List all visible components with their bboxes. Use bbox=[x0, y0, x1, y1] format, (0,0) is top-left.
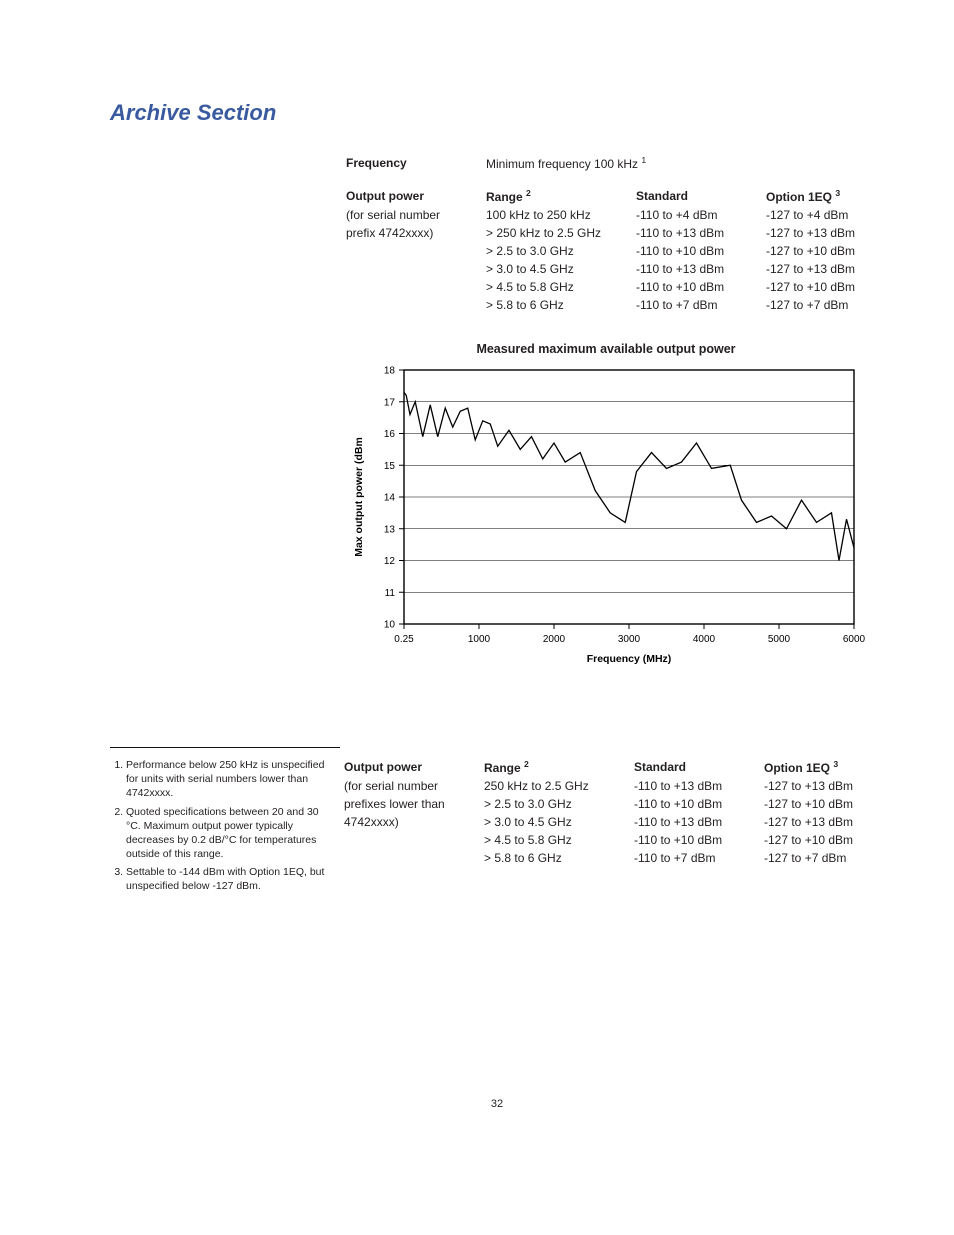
range-heading-2: Range 2 bbox=[484, 758, 634, 777]
table-cell: -127 to +7 dBm bbox=[766, 296, 886, 314]
table-cell: > 2.5 to 3.0 GHz bbox=[486, 242, 636, 260]
table1-sublabel1: (for serial number bbox=[346, 206, 486, 224]
table-cell: -127 to +13 dBm bbox=[764, 813, 884, 831]
table-cell: -127 to +10 dBm bbox=[766, 242, 886, 260]
output-power-label-2: Output power bbox=[344, 758, 484, 777]
table2-sublabel3: 4742xxxx) bbox=[344, 813, 484, 831]
standard-heading-2: Standard bbox=[634, 758, 764, 777]
table-cell: -127 to +10 dBm bbox=[764, 795, 884, 813]
table-cell: -110 to +10 dBm bbox=[636, 278, 766, 296]
svg-text:16: 16 bbox=[384, 429, 396, 440]
svg-text:15: 15 bbox=[384, 461, 396, 472]
svg-text:13: 13 bbox=[384, 524, 396, 535]
table-cell: -110 to +10 dBm bbox=[634, 831, 764, 849]
table-cell: -110 to +4 dBm bbox=[636, 206, 766, 224]
svg-text:Frequency (MHz): Frequency (MHz) bbox=[587, 653, 672, 665]
option-heading-2: Option 1EQ 3 bbox=[764, 758, 884, 777]
table-cell: -110 to +13 dBm bbox=[634, 813, 764, 831]
output-power-label-1: Output power bbox=[346, 187, 486, 206]
footnotes-block: Performance below 250 kHz is unspecified… bbox=[110, 758, 344, 898]
table-cell: > 2.5 to 3.0 GHz bbox=[484, 795, 634, 813]
table-cell: > 5.8 to 6 GHz bbox=[486, 296, 636, 314]
svg-text:1000: 1000 bbox=[468, 634, 491, 645]
svg-text:4000: 4000 bbox=[693, 634, 716, 645]
footnote-2: Quoted specifications between 20 and 30 … bbox=[126, 805, 326, 862]
table-cell: -127 to +13 dBm bbox=[764, 777, 884, 795]
table-cell: -127 to +13 dBm bbox=[766, 260, 886, 278]
svg-text:3000: 3000 bbox=[618, 634, 641, 645]
chart-title: Measured maximum available output power bbox=[346, 342, 866, 356]
svg-text:6000: 6000 bbox=[843, 634, 866, 645]
table-cell: -110 to +7 dBm bbox=[634, 849, 764, 867]
table-cell: -127 to +4 dBm bbox=[766, 206, 886, 224]
svg-text:17: 17 bbox=[384, 397, 396, 408]
table-cell: 100 kHz to 250 kHz bbox=[486, 206, 636, 224]
page-number: 32 bbox=[110, 1098, 884, 1110]
table-cell: > 4.5 to 5.8 GHz bbox=[486, 278, 636, 296]
table-cell: -110 to +13 dBm bbox=[634, 777, 764, 795]
standard-heading-1: Standard bbox=[636, 187, 766, 206]
svg-text:5000: 5000 bbox=[768, 634, 791, 645]
table-cell: -127 to +7 dBm bbox=[764, 849, 884, 867]
svg-text:11: 11 bbox=[385, 588, 396, 599]
svg-text:0.25: 0.25 bbox=[394, 634, 414, 645]
table-cell: -127 to +10 dBm bbox=[764, 831, 884, 849]
table2-sublabel1: (for serial number bbox=[344, 777, 484, 795]
table-cell: > 3.0 to 4.5 GHz bbox=[484, 813, 634, 831]
table-cell: -127 to +13 dBm bbox=[766, 224, 886, 242]
table2-sublabel2: prefixes lower than bbox=[344, 795, 484, 813]
option-heading-1: Option 1EQ 3 bbox=[766, 187, 886, 206]
svg-text:10: 10 bbox=[384, 620, 396, 631]
footnote-divider bbox=[110, 747, 340, 748]
table-cell: -110 to +10 dBm bbox=[636, 242, 766, 260]
frequency-label: Frequency bbox=[346, 154, 486, 173]
table-cell: -110 to +13 dBm bbox=[636, 260, 766, 278]
frequency-desc: Minimum frequency 100 kHz 1 bbox=[486, 154, 646, 173]
table-cell: -127 to +10 dBm bbox=[766, 278, 886, 296]
table-cell: > 5.8 to 6 GHz bbox=[484, 849, 634, 867]
svg-text:14: 14 bbox=[384, 493, 396, 504]
table-cell: -110 to +7 dBm bbox=[636, 296, 766, 314]
svg-text:Max output power (dBm: Max output power (dBm bbox=[353, 437, 365, 557]
svg-text:18: 18 bbox=[384, 366, 396, 377]
table-cell: > 3.0 to 4.5 GHz bbox=[486, 260, 636, 278]
table-cell: -110 to +13 dBm bbox=[636, 224, 766, 242]
svg-text:2000: 2000 bbox=[543, 634, 566, 645]
svg-text:12: 12 bbox=[384, 556, 396, 567]
section-title: Archive Section bbox=[110, 100, 884, 126]
output-power-chart: 0.25 1000 2000 3000 4000 5000 6000 10 11 12 13 14 15… bbox=[346, 362, 866, 672]
range-heading-1: Range 2 bbox=[486, 187, 636, 206]
table-cell: > 250 kHz to 2.5 GHz bbox=[486, 224, 636, 242]
table-cell: > 4.5 to 5.8 GHz bbox=[484, 831, 634, 849]
footnote-1: Performance below 250 kHz is unspecified… bbox=[126, 758, 326, 801]
table-cell: 250 kHz to 2.5 GHz bbox=[484, 777, 634, 795]
footnote-3: Settable to -144 dBm with Option 1EQ, bu… bbox=[126, 865, 326, 893]
table-cell: -110 to +10 dBm bbox=[634, 795, 764, 813]
table1-sublabel2: prefix 4742xxxx) bbox=[346, 224, 486, 242]
